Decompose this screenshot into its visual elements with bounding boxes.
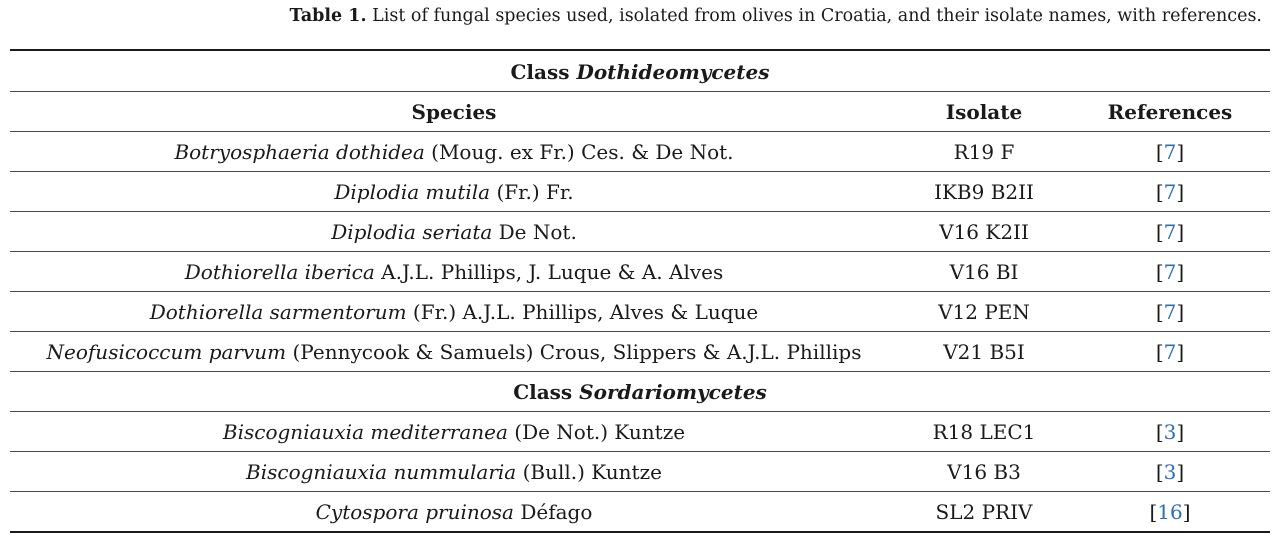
- species-authority: A.J.L. Phillips, J. Luque & A. Alves: [381, 259, 724, 284]
- species-authority: (Pennycook & Samuels) Crous, Slippers & …: [292, 339, 862, 364]
- class-header-row: Class Dothideomycetes: [10, 52, 1270, 92]
- isolate-cell: IKB9 B2II: [898, 171, 1070, 212]
- table-bottom-rule: [10, 531, 1270, 533]
- reference-cell: [7]: [1070, 171, 1270, 212]
- species-authority: (Moug. ex Fr.) Ces. & De Not.: [431, 139, 734, 164]
- reference-cell: [3]: [1070, 411, 1270, 452]
- table-row: Dothiorella sarmentorum (Fr.) A.J.L. Phi…: [10, 291, 1270, 332]
- reference-cell: [7]: [1070, 291, 1270, 332]
- species-name: Biscogniauxia nummularia: [246, 459, 517, 484]
- species-name: Dothiorella iberica: [184, 259, 375, 284]
- table-caption: Table 1. List of fungal species used, is…: [289, 6, 1262, 26]
- isolate-cell: V16 K2II: [898, 211, 1070, 252]
- isolate-cell: SL2 PRIV: [935, 499, 1033, 524]
- reference-link[interactable]: 3: [1163, 459, 1177, 484]
- species-name: Dothiorella sarmentorum: [149, 299, 407, 324]
- reference-link[interactable]: 7: [1163, 179, 1177, 204]
- species-cell: Diplodia mutila (Fr.) Fr.: [10, 171, 898, 212]
- species-authority: (Bull.) Kuntze: [522, 459, 662, 484]
- reference-link[interactable]: 16: [1157, 499, 1183, 524]
- species-cell: Dothiorella iberica A.J.L. Phillips, J. …: [10, 251, 898, 292]
- header-species: Species: [10, 91, 898, 132]
- species-cell: Botryosphaeria dothidea (Moug. ex Fr.) C…: [10, 131, 898, 172]
- species-name: Biscogniauxia mediterranea: [222, 419, 508, 444]
- reference-cell: [7]: [1070, 331, 1270, 372]
- column-header-row: Species Isolate References: [10, 91, 1270, 132]
- table-row: Cytospora pruinosa Défago SL2 PRIV [16]: [10, 492, 1270, 532]
- species-table: Class Dothideomycetes Species Isolate Re…: [10, 52, 1270, 531]
- table-row: Biscogniauxia nummularia (Bull.) Kuntze …: [10, 451, 1270, 492]
- table-row: Biscogniauxia mediterranea (De Not.) Kun…: [10, 411, 1270, 452]
- table-row: Neofusicoccum parvum (Pennycook & Samuel…: [10, 331, 1270, 372]
- reference-cell: [3]: [1070, 451, 1270, 492]
- table-row: Dothiorella iberica A.J.L. Phillips, J. …: [10, 251, 1270, 292]
- species-authority: (Fr.) A.J.L. Phillips, Alves & Luque: [412, 299, 759, 324]
- reference-cell: [7]: [1070, 131, 1270, 172]
- isolate-cell: V16 B3: [898, 451, 1070, 492]
- class-prefix: Class: [510, 59, 570, 84]
- class-header-cell: Class Sordariomycetes: [10, 371, 1270, 412]
- class-name: Dothideomycetes: [576, 59, 770, 84]
- isolate-cell: V12 PEN: [898, 291, 1070, 332]
- header-isolate: Isolate: [898, 91, 1070, 132]
- table-row: Diplodia mutila (Fr.) Fr. IKB9 B2II [7]: [10, 171, 1270, 212]
- isolate-cell: R18 LEC1: [898, 411, 1070, 452]
- table-row: Botryosphaeria dothidea (Moug. ex Fr.) C…: [10, 131, 1270, 172]
- reference-cell: [16]: [1149, 499, 1191, 524]
- header-references: References: [1070, 91, 1270, 132]
- table-row: Diplodia seriata De Not. V16 K2II [7]: [10, 211, 1270, 252]
- species-cell: Biscogniauxia nummularia (Bull.) Kuntze: [10, 451, 898, 492]
- class-prefix: Class: [513, 379, 573, 404]
- species-cell: Cytospora pruinosa Défago: [10, 492, 898, 532]
- species-cell: Diplodia seriata De Not.: [10, 211, 898, 252]
- table-caption-label: Table 1.: [289, 6, 367, 26]
- species-name: Cytospora pruinosa: [315, 499, 514, 524]
- class-header-row: Class Sordariomycetes: [10, 371, 1270, 412]
- table-caption-text: List of fungal species used, isolated fr…: [372, 6, 1262, 26]
- reference-link[interactable]: 7: [1163, 259, 1177, 284]
- species-cell: Neofusicoccum parvum (Pennycook & Samuel…: [10, 331, 898, 372]
- reference-link[interactable]: 7: [1163, 219, 1177, 244]
- reference-link[interactable]: 7: [1163, 339, 1177, 364]
- reference-link[interactable]: 7: [1163, 299, 1177, 324]
- table-top-rule: [10, 49, 1270, 51]
- class-name: Sordariomycetes: [579, 379, 767, 404]
- species-authority: (Fr.) Fr.: [496, 179, 574, 204]
- isolate-cell: R19 F: [898, 131, 1070, 172]
- reference-link[interactable]: 7: [1163, 139, 1177, 164]
- species-authority: Défago: [520, 499, 593, 524]
- species-authority: (De Not.) Kuntze: [514, 419, 686, 444]
- species-name: Diplodia seriata: [331, 219, 493, 244]
- class-header-cell: Class Dothideomycetes: [10, 52, 1270, 92]
- species-cell: Biscogniauxia mediterranea (De Not.) Kun…: [10, 411, 898, 452]
- reference-cell: [7]: [1070, 211, 1270, 252]
- reference-link[interactable]: 3: [1163, 419, 1177, 444]
- species-authority: De Not.: [498, 219, 577, 244]
- species-name: Neofusicoccum parvum: [46, 339, 287, 364]
- species-cell: Dothiorella sarmentorum (Fr.) A.J.L. Phi…: [10, 291, 898, 332]
- reference-cell: [7]: [1070, 251, 1270, 292]
- isolate-cell: V21 B5I: [898, 331, 1070, 372]
- isolate-cell: V16 BI: [898, 251, 1070, 292]
- species-name: Botryosphaeria dothidea: [174, 139, 425, 164]
- species-name: Diplodia mutila: [334, 179, 491, 204]
